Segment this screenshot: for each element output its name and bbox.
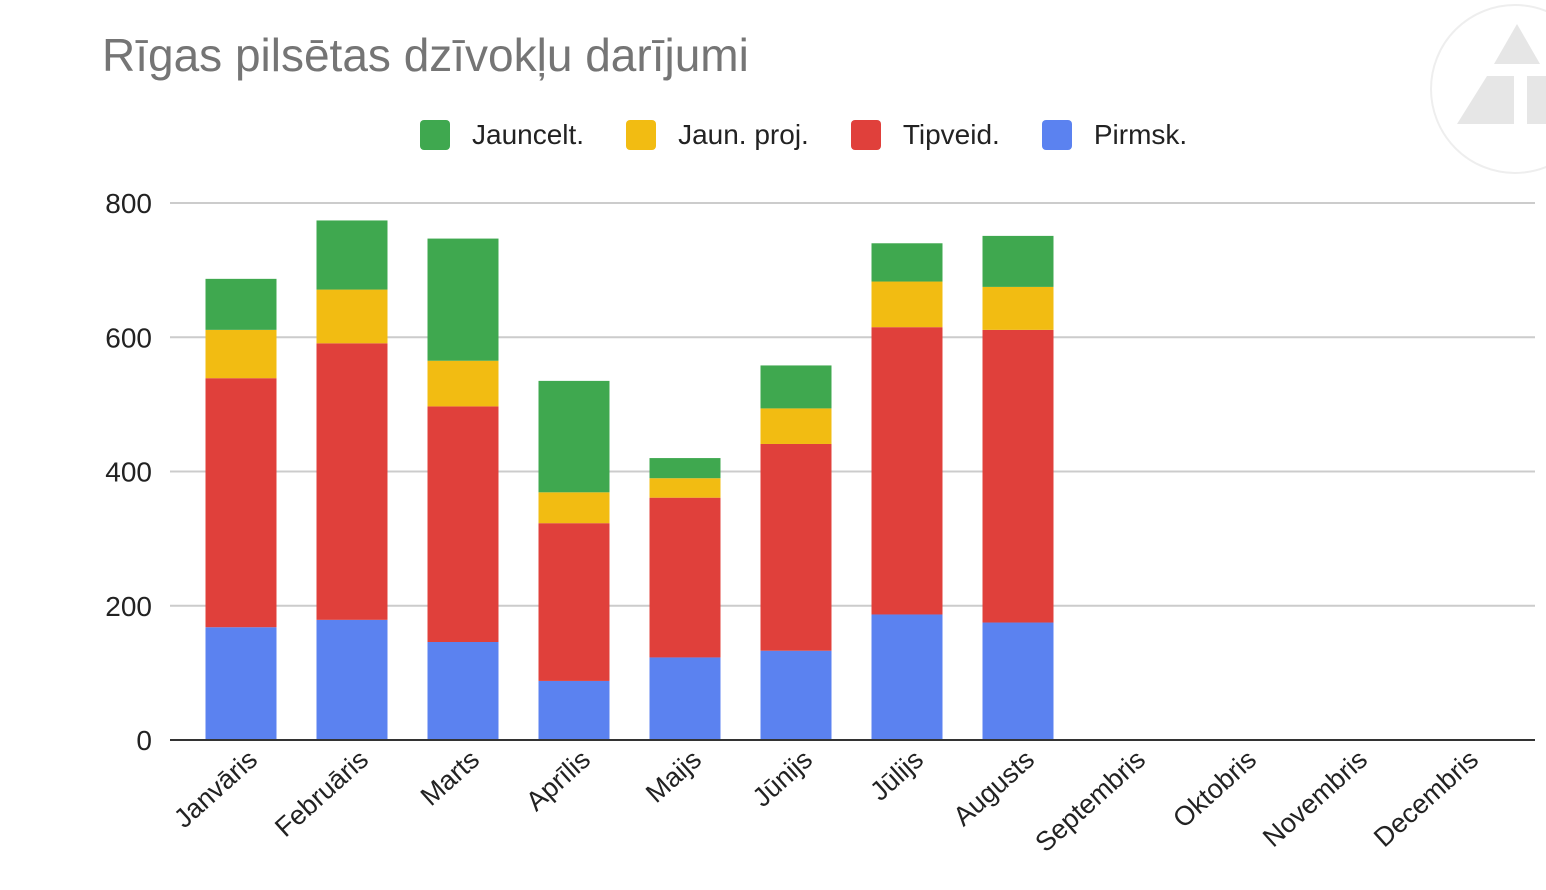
legend-label: Tipveid. bbox=[902, 119, 1000, 150]
bar-segment bbox=[649, 657, 721, 740]
x-tick-label: Maijs bbox=[640, 744, 707, 808]
legend-item: Tipveid. bbox=[850, 119, 1000, 151]
bar-segment bbox=[205, 378, 277, 628]
y-tick-label: 200 bbox=[105, 591, 152, 622]
bar-segment bbox=[538, 680, 610, 740]
legend-item: Jaun. proj. bbox=[626, 119, 809, 151]
bar-segment bbox=[760, 408, 832, 444]
bar-segment bbox=[205, 329, 277, 379]
y-tick-label: 0 bbox=[136, 725, 152, 756]
y-tick-label: 600 bbox=[105, 322, 152, 353]
x-tick-label: Jūlijs bbox=[864, 744, 929, 806]
bar-segment bbox=[760, 650, 832, 740]
bar-segment bbox=[316, 619, 388, 740]
x-tick-label: Novembris bbox=[1257, 744, 1373, 853]
x-tick-label: Aprīlis bbox=[520, 744, 596, 816]
bar-segment bbox=[649, 497, 721, 658]
bar-segment bbox=[871, 281, 943, 328]
x-tick-label: Oktobris bbox=[1167, 744, 1262, 834]
bar-segment bbox=[760, 443, 832, 651]
chart-title: Rīgas pilsētas dzīvokļu darījumi bbox=[102, 29, 749, 81]
legend-item: Jauncelt. bbox=[420, 119, 584, 151]
x-tick-label: Janvāris bbox=[168, 744, 263, 834]
bar-segment bbox=[427, 360, 499, 407]
x-tick-label: Marts bbox=[415, 744, 485, 811]
bar-segment bbox=[982, 286, 1054, 330]
x-tick-label: Februāris bbox=[269, 744, 374, 843]
x-tick-label: Septembris bbox=[1029, 744, 1151, 858]
bar-segment bbox=[427, 406, 499, 642]
bar-segment bbox=[205, 627, 277, 740]
bar-segment bbox=[760, 365, 832, 409]
bar-segment bbox=[538, 380, 610, 493]
bar-segment bbox=[316, 220, 388, 290]
bar-segment bbox=[427, 641, 499, 740]
legend-item: Pirmsk. bbox=[1041, 119, 1188, 151]
legend-label: Jauncelt. bbox=[472, 119, 585, 150]
legend: Jauncelt. Jaun. proj. Tipveid. Pirmsk. bbox=[420, 118, 1229, 152]
legend-swatch bbox=[420, 120, 450, 150]
legend-swatch bbox=[1041, 120, 1072, 150]
bar-segment bbox=[538, 492, 610, 524]
x-tick-label: Decembris bbox=[1368, 744, 1484, 853]
bar-segment bbox=[871, 243, 943, 282]
bar-segment bbox=[427, 238, 499, 361]
bar-segment bbox=[649, 458, 721, 479]
bar-segment bbox=[316, 289, 388, 344]
bar-segment bbox=[871, 327, 943, 615]
bar-segment bbox=[649, 478, 721, 498]
legend-swatch bbox=[850, 120, 881, 150]
bar-segment bbox=[871, 614, 943, 740]
bar-segment bbox=[316, 343, 388, 620]
legend-label: Jaun. proj. bbox=[678, 119, 809, 150]
bar-segment bbox=[982, 622, 1054, 740]
x-tick-label: Augusts bbox=[947, 744, 1040, 832]
logo-icon bbox=[1457, 24, 1546, 124]
y-tick-label: 400 bbox=[105, 457, 152, 488]
legend-swatch bbox=[626, 120, 657, 150]
bar-segment bbox=[982, 235, 1054, 287]
bar-segment bbox=[982, 329, 1054, 623]
bar-segment bbox=[538, 523, 610, 681]
x-tick-label: Jūnijs bbox=[747, 744, 818, 812]
legend-label: Pirmsk. bbox=[1093, 119, 1188, 150]
bar-segment bbox=[205, 278, 277, 330]
y-tick-label: 800 bbox=[105, 188, 152, 219]
